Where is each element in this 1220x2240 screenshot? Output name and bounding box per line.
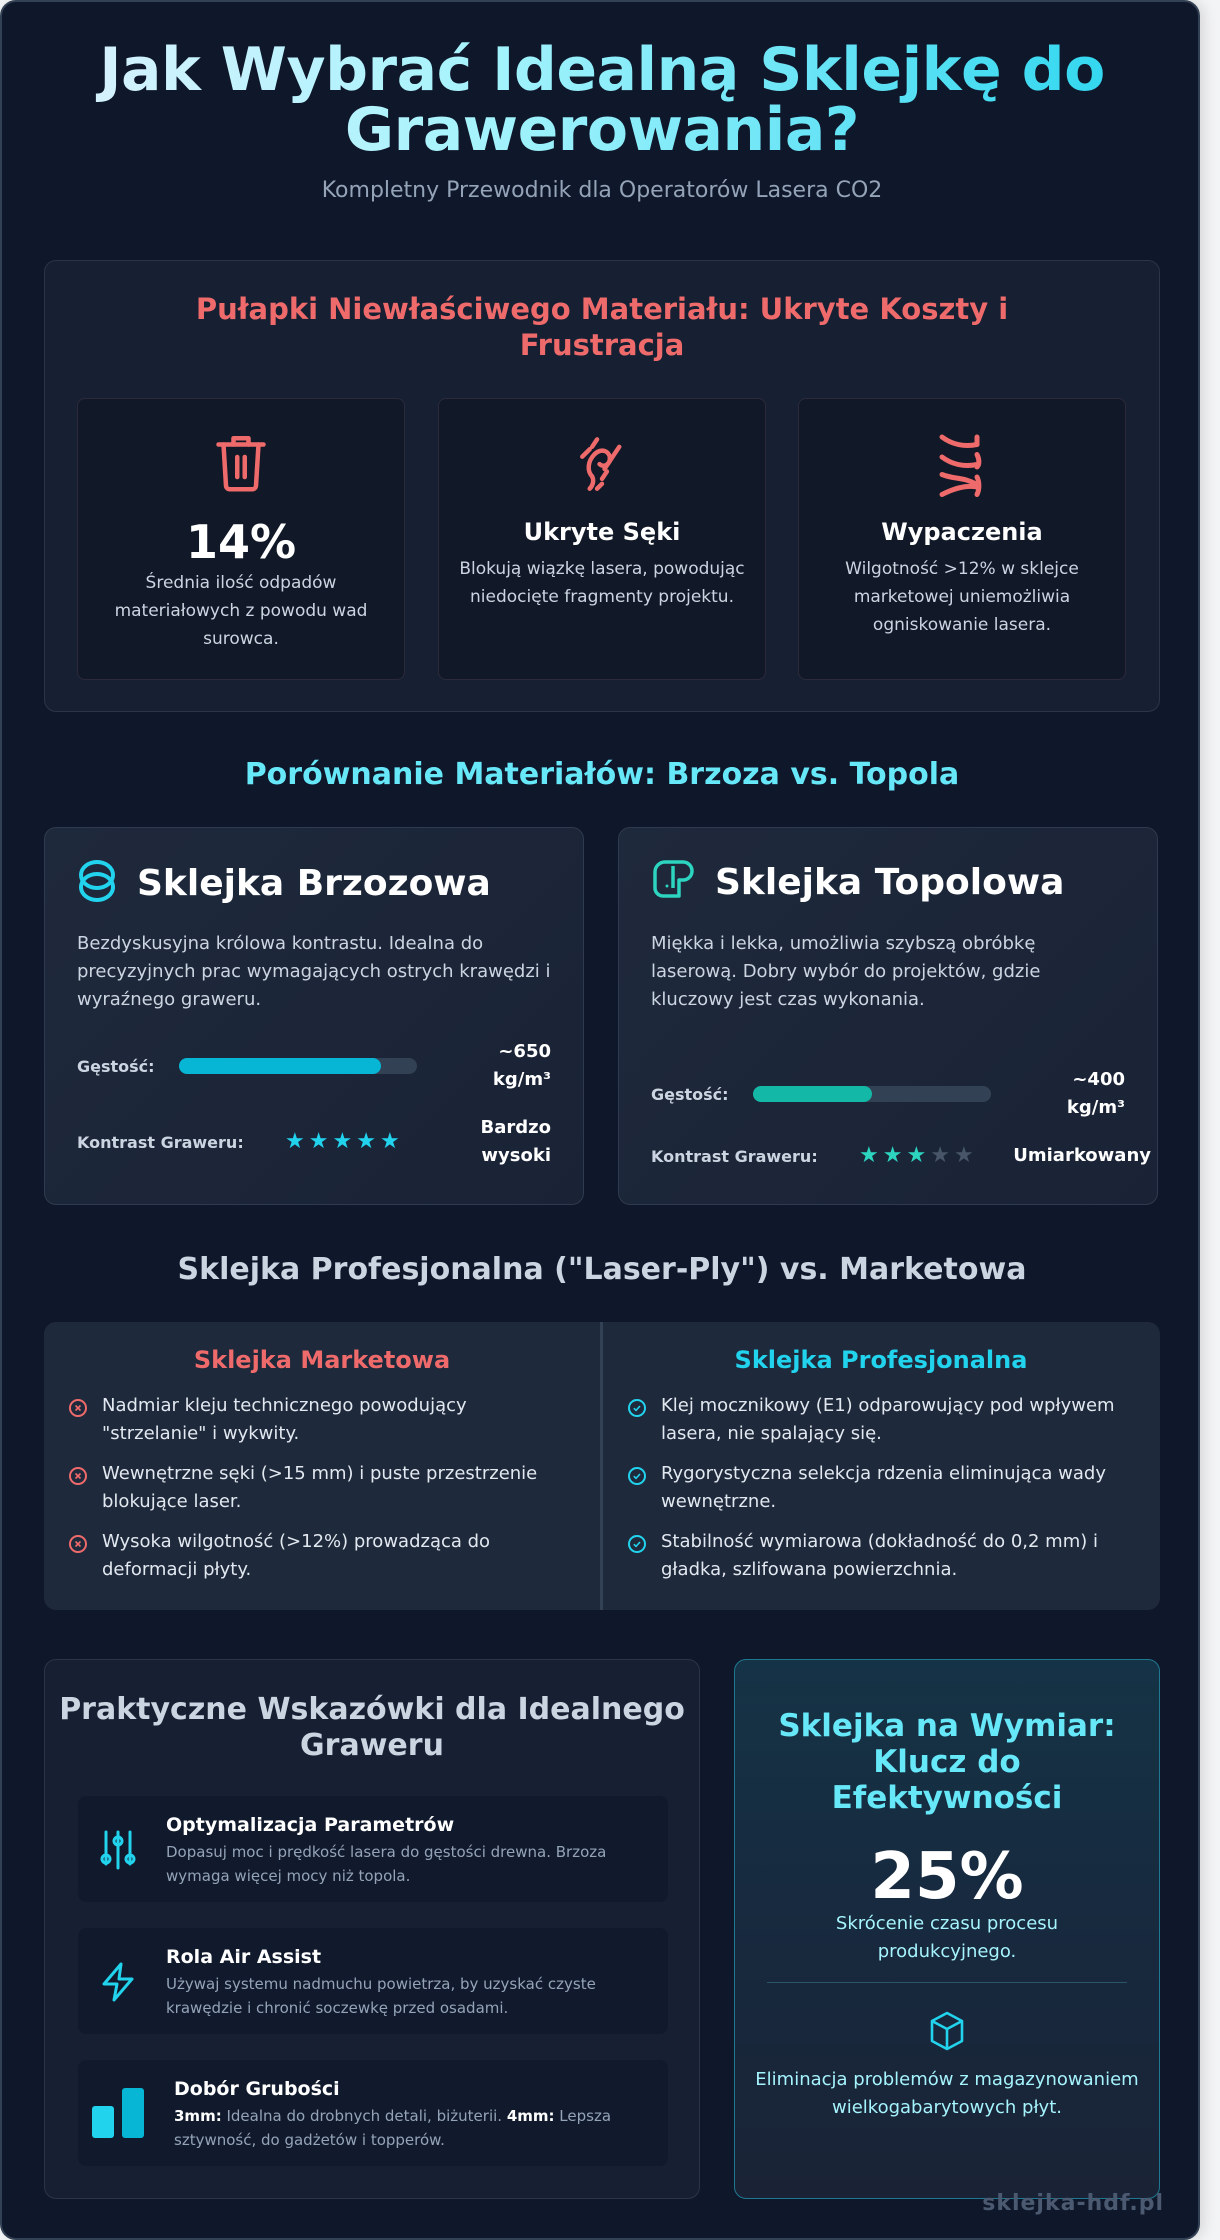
birch-density-bar: [179, 1058, 417, 1074]
custom-percent-description: Skrócenie czasu procesu produkcyjnego.: [835, 1913, 1059, 1962]
poplar-description: Miękka i lekka, umożliwia szybszą obróbk…: [651, 933, 1041, 1010]
warping-description: Wilgotność >12% w sklejce marketowej uni…: [845, 559, 1079, 635]
lightning-icon: [98, 1960, 142, 2004]
page-title: Jak Wybrać Idealną Sklejkę do Grawerowan…: [2, 40, 1198, 160]
pitfalls-section: Pułapki Niewłaściwego Materiału: Ukryte …: [44, 260, 1160, 712]
birch-density-row: Gęstość: ~650 kg/m³: [77, 1038, 551, 1094]
bars-icon: [92, 2088, 144, 2138]
poplar-stars: ★ ★ ★ ★ ★: [859, 1145, 974, 1167]
knots-description: Blokują wiązkę lasera, powodując niedoci…: [459, 559, 745, 607]
sliders-icon: [98, 1828, 142, 1872]
pitfall-card-knots: Ukryte Sęki Blokują wiązkę lasera, powod…: [438, 398, 766, 680]
star-icon: ★: [285, 1129, 305, 1154]
divider: [767, 1982, 1127, 1983]
warping-title: Wypaczenia: [881, 518, 1043, 546]
tips-section: Praktyczne Wskazówki dla Idealnego Grawe…: [44, 1659, 700, 2199]
pitfall-card-warping: Wypaczenia Wilgotność >12% w sklejce mar…: [798, 398, 1126, 680]
check-circle-icon: [627, 1392, 661, 1448]
knots-title: Ukryte Sęki: [523, 518, 681, 546]
material-card-poplar: Sklejka Topolowa Miękka i lekka, umożliw…: [618, 827, 1158, 1205]
x-circle-icon: [68, 1528, 102, 1584]
pro-vs-market-table: Sklejka Marketowa Nadmiar kleju technicz…: [44, 1322, 1160, 1610]
rings-icon: [77, 858, 117, 908]
poplar-contrast-value: Umiarkowany: [1013, 1145, 1151, 1166]
list-item: Klej mocznikowy (E1) odparowujący pod wp…: [627, 1392, 1131, 1448]
star-icon: ★: [859, 1143, 879, 1168]
star-icon: ★: [906, 1143, 927, 1168]
page-subtitle: Kompletny Przewodnik dla Operatorów Lase…: [321, 178, 883, 203]
contrast-label: Kontrast Graweru:: [651, 1146, 818, 1166]
poplar-density-value: ~400 kg/m³: [1066, 1069, 1125, 1118]
star-empty-icon: ★: [953, 1143, 974, 1168]
leaf-p-icon: [651, 858, 695, 906]
custom-title: Sklejka na Wymiar: Klucz do Efektywności: [778, 1708, 1116, 1816]
poplar-contrast-row: Kontrast Graweru: ★ ★ ★ ★ ★ Umiarkowany: [651, 1128, 1151, 1184]
poplar-title: Sklejka Topolowa: [715, 861, 1065, 903]
birch-density-value: ~650 kg/m³: [492, 1041, 551, 1090]
warp-icon: [799, 429, 1125, 499]
comparison-title: Porównanie Materiałów: Brzoza vs. Topola: [244, 757, 960, 792]
tip-air-assist: Rola Air Assist Używaj systemu nadmuchu …: [78, 1928, 668, 2034]
birch-title: Sklejka Brzozowa: [137, 862, 491, 904]
column-divider: [600, 1322, 603, 1610]
star-empty-icon: ★: [930, 1143, 950, 1168]
birch-contrast-value: Bardzo wysoki: [480, 1117, 551, 1166]
check-circle-icon: [627, 1460, 661, 1516]
pitfalls-title: Pułapki Niewłaściwego Materiału: Ukryte …: [195, 292, 1009, 362]
market-title: Sklejka Marketowa: [193, 1346, 451, 1374]
x-circle-icon: [68, 1392, 102, 1448]
trash-icon: [78, 429, 404, 499]
pro-column: Sklejka Profesjonalna Klej mocznikowy (E…: [603, 1322, 1159, 1610]
material-card-birch: Sklejka Brzozowa Bezdyskusyjna królowa k…: [44, 827, 584, 1205]
check-circle-icon: [627, 1528, 661, 1584]
star-icon: ★: [308, 1129, 329, 1154]
header: Jak Wybrać Idealną Sklejkę do Grawerowan…: [2, 40, 1198, 203]
knot-icon: [439, 429, 765, 499]
market-column: Sklejka Marketowa Nadmiar kleju technicz…: [44, 1322, 600, 1610]
box-icon: [735, 2010, 1159, 2052]
custom-size-card: Sklejka na Wymiar: Klucz do Efektywności…: [734, 1659, 1160, 2199]
list-item: Stabilność wymiarowa (dokładność do 0,2 …: [627, 1528, 1131, 1584]
tips-title: Praktyczne Wskazówki dla Idealnego Grawe…: [59, 1692, 685, 1763]
custom-note: Eliminacja problemów z magazynowaniem wi…: [755, 2069, 1139, 2118]
waste-description: Średnia ilość odpadów materiałowych z po…: [114, 573, 368, 649]
watermark: sklejka-hdf.pl: [982, 2191, 1164, 2216]
star-icon: ★: [356, 1129, 376, 1154]
list-item: Wewnętrzne sęki (>15 mm) i puste przestr…: [68, 1460, 572, 1516]
list-item: Wysoka wilgotność (>12%) prowadząca do d…: [68, 1528, 572, 1584]
tip-thickness: Dobór Grubości 3mm: Idealna do drobnych …: [78, 2060, 668, 2166]
birch-stars: ★ ★ ★ ★ ★: [285, 1131, 400, 1153]
star-icon: ★: [882, 1143, 903, 1168]
birch-contrast-row: Kontrast Graweru: ★ ★ ★ ★ ★ Bardzo wysok…: [77, 1114, 551, 1170]
x-circle-icon: [68, 1460, 102, 1516]
poplar-density-bar: [753, 1086, 991, 1102]
star-icon: ★: [332, 1129, 353, 1154]
list-item: Rygorystyczna selekcja rdzenia eliminują…: [627, 1460, 1131, 1516]
birch-description: Bezdyskusyjna królowa kontrastu. Idealna…: [77, 933, 551, 1010]
list-item: Nadmiar kleju technicznego powodujący "s…: [68, 1392, 572, 1448]
density-label: Gęstość:: [651, 1084, 729, 1104]
custom-percent: 25%: [870, 1840, 1024, 1914]
pro-title: Sklejka Profesjonalna: [734, 1346, 1028, 1374]
poplar-density-row: Gęstość: ~400 kg/m³: [651, 1066, 1125, 1122]
waste-percent: 14%: [185, 515, 297, 569]
star-icon: ★: [379, 1129, 400, 1154]
contrast-label: Kontrast Graweru:: [77, 1132, 244, 1152]
tip-parameters: Optymalizacja Parametrów Dopasuj moc i p…: [78, 1796, 668, 1902]
pitfall-card-waste: 14% Średnia ilość odpadów materiałowych …: [77, 398, 405, 680]
pro-vs-market-title: Sklejka Profesjonalna ("Laser-Ply") vs. …: [177, 1252, 1027, 1287]
density-label: Gęstość:: [77, 1056, 155, 1076]
